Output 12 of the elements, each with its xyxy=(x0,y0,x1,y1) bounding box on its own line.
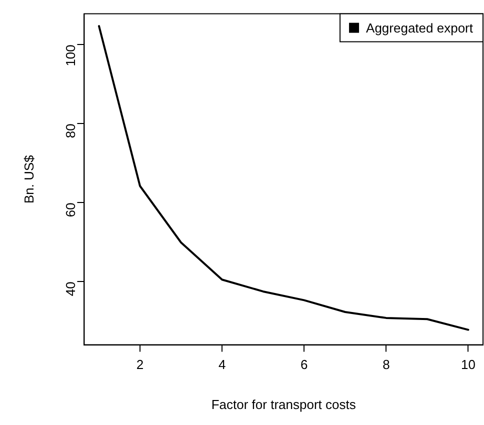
legend-label: Aggregated export xyxy=(366,20,474,36)
y-tick-label: 80 xyxy=(62,124,78,138)
y-axis-title: Bn. US$ xyxy=(21,154,36,204)
x-tick-label: 6 xyxy=(300,357,308,372)
y-tick-label: 40 xyxy=(62,282,78,296)
x-tick-label: 8 xyxy=(382,357,390,372)
x-tick-label: 10 xyxy=(460,357,476,372)
x-tick-label: 2 xyxy=(136,357,144,372)
x-axis-title: Factor for transport costs xyxy=(211,396,356,412)
y-tick-label: 100 xyxy=(62,44,78,66)
x-tick-label: 4 xyxy=(218,357,226,372)
y-tick-label: 60 xyxy=(62,202,78,218)
